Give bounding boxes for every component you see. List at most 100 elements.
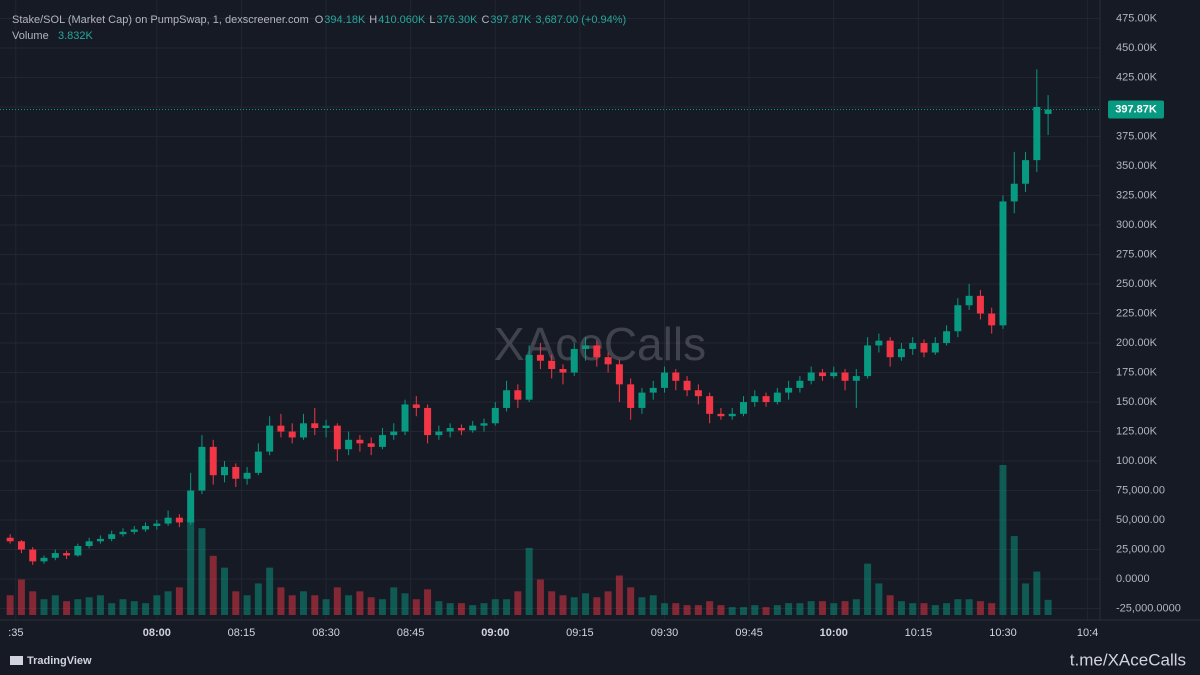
candle-body: [785, 387, 793, 393]
volume-bar: [29, 591, 37, 615]
candle-body: [638, 392, 646, 408]
volume-bar: [85, 597, 93, 615]
x-tick-label: 08:30: [312, 627, 340, 639]
candle-body: [164, 517, 172, 524]
candle-body: [277, 425, 285, 432]
candle-body: [40, 557, 48, 562]
y-tick-label: 200.00K: [1116, 337, 1158, 349]
volume-bar: [954, 599, 962, 615]
volume-bar: [491, 599, 499, 615]
candle-body: [457, 428, 465, 431]
volume-bar: [457, 603, 465, 615]
candle-body: [288, 431, 296, 438]
volume-bar: [559, 595, 567, 615]
volume-bar: [728, 607, 736, 615]
volume-bar: [412, 599, 420, 615]
volume-bar: [469, 605, 477, 615]
y-tick-label: 25,000.00: [1116, 543, 1165, 555]
y-tick-label: 475.00K: [1116, 12, 1158, 24]
candle-body: [108, 534, 116, 539]
candle-body: [469, 425, 477, 431]
volume-bar: [694, 605, 702, 615]
volume-bar: [570, 597, 578, 615]
y-tick-label: -25,000.0000: [1116, 602, 1181, 614]
candle-body: [209, 446, 217, 476]
legend-value: 410.060K: [378, 14, 426, 26]
candle-body: [672, 372, 680, 381]
candle-body: [751, 396, 759, 403]
candle-body: [311, 423, 319, 429]
candle-body: [706, 396, 714, 414]
volume-bar: [266, 567, 274, 615]
candle-body: [1044, 109, 1052, 114]
candle-body: [1033, 107, 1041, 161]
y-tick-label: 325.00K: [1116, 189, 1158, 201]
y-tick-label: 125.00K: [1116, 425, 1158, 437]
volume-bar: [74, 599, 82, 615]
volume-bar: [209, 555, 217, 615]
candle-body: [142, 525, 150, 530]
candle-body: [401, 404, 409, 432]
x-tick-label: 08:15: [228, 627, 256, 639]
candle-body: [661, 372, 669, 388]
y-tick-label: 0.0000: [1116, 573, 1150, 585]
volume-bar: [164, 591, 172, 615]
candle-body: [435, 431, 443, 436]
candle-body: [796, 380, 804, 388]
volume-bar: [435, 601, 443, 615]
volume-bar: [627, 587, 635, 615]
candle-body: [897, 348, 905, 358]
y-tick-label: 75,000.00: [1116, 484, 1165, 496]
volume-bar: [841, 601, 849, 615]
volume-bar: [852, 599, 860, 615]
candle-body: [999, 201, 1007, 326]
candle-body: [1022, 160, 1030, 184]
volume-bar: [424, 589, 432, 615]
candle-body: [548, 360, 556, 370]
y-tick-label: 250.00K: [1116, 278, 1158, 290]
volume-bar: [299, 591, 307, 615]
candle-body: [875, 340, 883, 346]
candle-body: [153, 523, 161, 526]
candle-body: [570, 348, 578, 373]
candle-body: [424, 407, 432, 436]
candle-body: [175, 517, 183, 523]
volume-bar: [943, 603, 951, 615]
brand: TradingView: [27, 655, 92, 667]
x-tick-label: 10:00: [820, 627, 848, 639]
candle-body: [909, 343, 917, 349]
volume-bar: [909, 603, 917, 615]
volume-bar: [751, 605, 759, 615]
volume-bar: [1033, 571, 1041, 615]
volume-bar: [401, 593, 409, 615]
y-tick-label: 175.00K: [1116, 366, 1158, 378]
volume-bar: [976, 601, 984, 615]
x-tick-label: 08:00: [143, 627, 171, 639]
candle-body: [266, 425, 274, 452]
y-tick-label: 375.00K: [1116, 130, 1158, 142]
volume-bar: [17, 579, 25, 615]
volume-bar: [615, 575, 623, 615]
volume-bar: [1044, 599, 1052, 615]
volume-bar: [130, 601, 138, 615]
volume-bar: [593, 597, 601, 615]
candle-body: [345, 439, 353, 450]
volume-bar: [390, 587, 398, 615]
candle-body: [694, 390, 702, 397]
volume-bar: [582, 593, 590, 615]
volume-bar: [773, 605, 781, 615]
volume-bar: [920, 603, 928, 615]
volume-bar: [367, 597, 375, 615]
candle-body: [807, 372, 815, 381]
y-tick-label: 150.00K: [1116, 396, 1158, 408]
candle-body: [841, 372, 849, 381]
candle-body: [683, 380, 691, 391]
volume-bar: [897, 601, 905, 615]
volume-value: 3.832K: [58, 30, 94, 42]
candle-body: [130, 529, 138, 532]
y-tick-label: 50,000.00: [1116, 514, 1165, 526]
volume-bar: [254, 583, 262, 615]
volume-bar: [796, 603, 804, 615]
volume-bar: [356, 591, 364, 615]
candle-body: [886, 340, 894, 358]
